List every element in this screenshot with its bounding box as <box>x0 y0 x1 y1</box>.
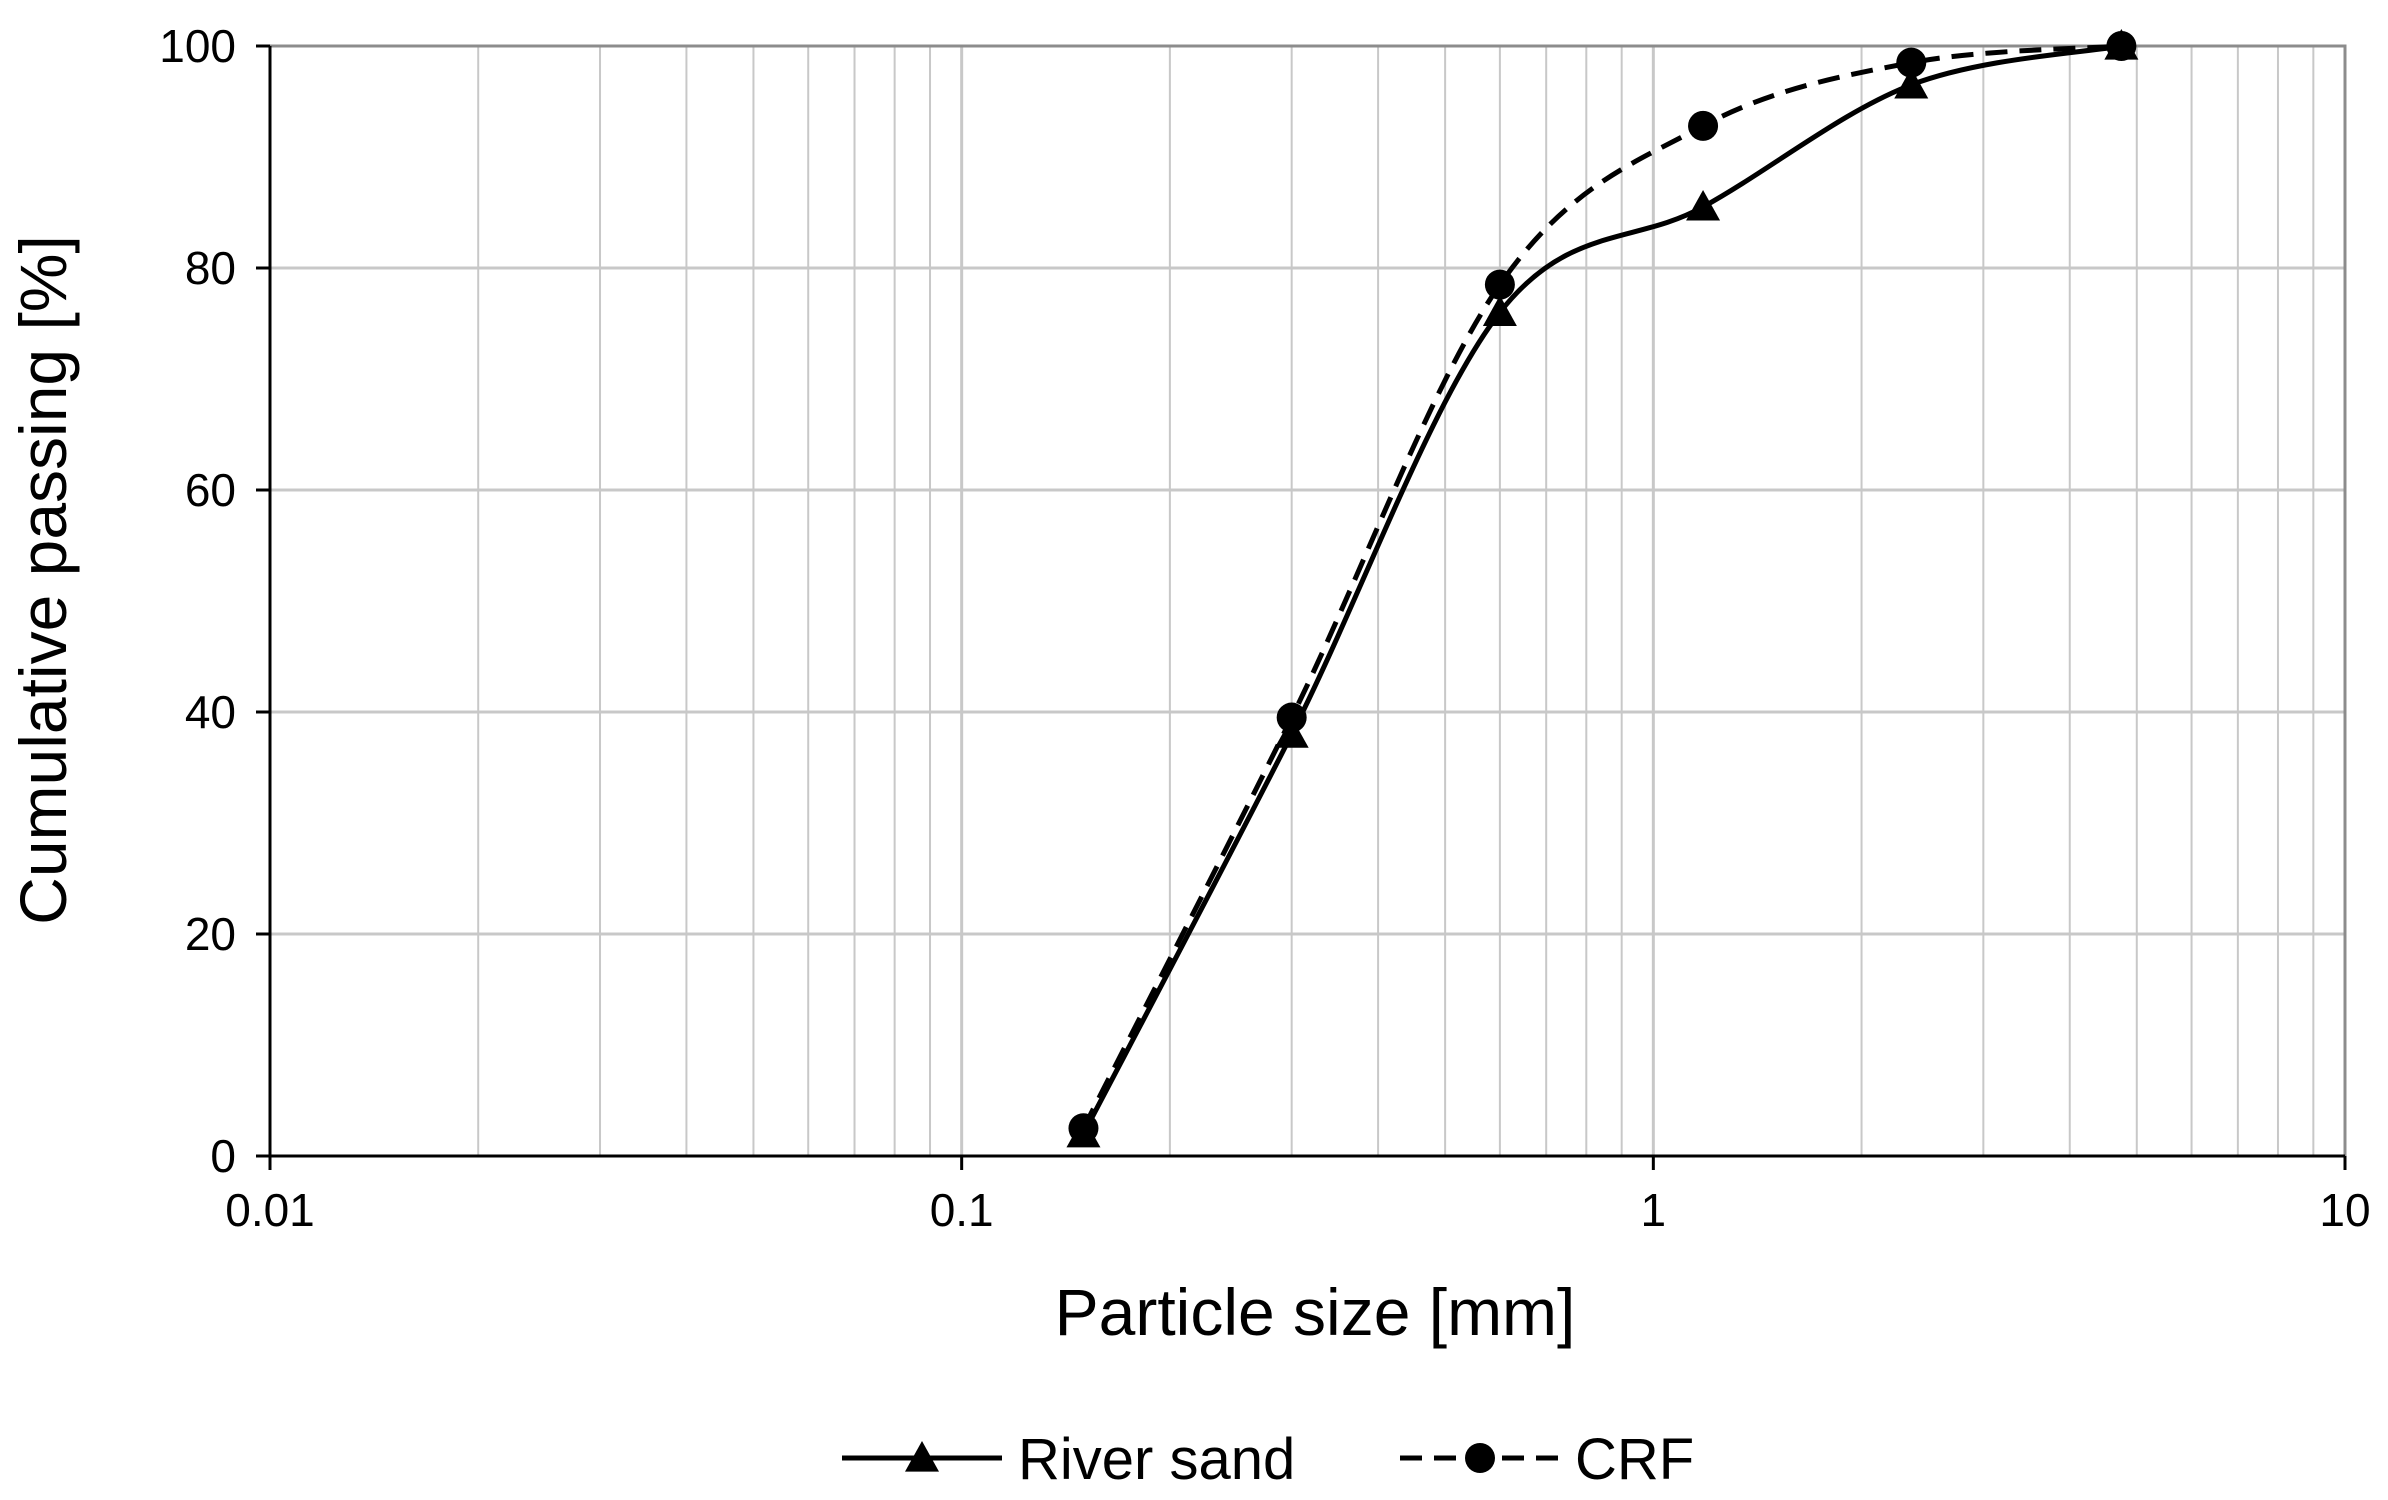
x-axis-title: Particle size [mm] <box>1055 1275 1576 1349</box>
circle-marker <box>2106 31 2137 61</box>
x-tick-label: 1 <box>1641 1184 1667 1236</box>
x-tick-label: 10 <box>2319 1184 2370 1236</box>
y-tick-label: 100 <box>159 20 236 72</box>
circle-marker <box>1276 702 1307 733</box>
axis-lines <box>256 44 2347 1170</box>
y-tick-label: 0 <box>210 1130 236 1182</box>
y-tick-label: 60 <box>185 464 236 516</box>
triangle-marker <box>1894 67 1929 99</box>
circle-marker <box>1484 269 1515 300</box>
data-series <box>1066 29 2139 1148</box>
triangle-marker <box>1482 295 1517 326</box>
series-line <box>1081 43 2122 1130</box>
y-tick-label: 40 <box>185 686 236 738</box>
legend-label: CRF <box>1575 1427 1694 1492</box>
legend-triangle-marker <box>905 1441 939 1472</box>
legend-label: River sand <box>1018 1427 1295 1492</box>
triangle-marker <box>1686 189 1721 221</box>
circle-marker <box>1896 47 1927 78</box>
legend-circle-marker <box>1465 1443 1495 1473</box>
y-axis-title: Cumulative passing [%] <box>6 235 80 925</box>
y-tick-label: 20 <box>185 908 236 960</box>
x-tick-label: 0.01 <box>225 1184 315 1236</box>
legend: River sand CRF <box>842 1427 1694 1492</box>
series-crf <box>1068 31 2137 1144</box>
circle-marker <box>1068 1113 1099 1144</box>
circle-marker <box>1688 110 1719 141</box>
y-tick-label: 80 <box>185 242 236 294</box>
x-tick-label: 0.1 <box>930 1184 994 1236</box>
